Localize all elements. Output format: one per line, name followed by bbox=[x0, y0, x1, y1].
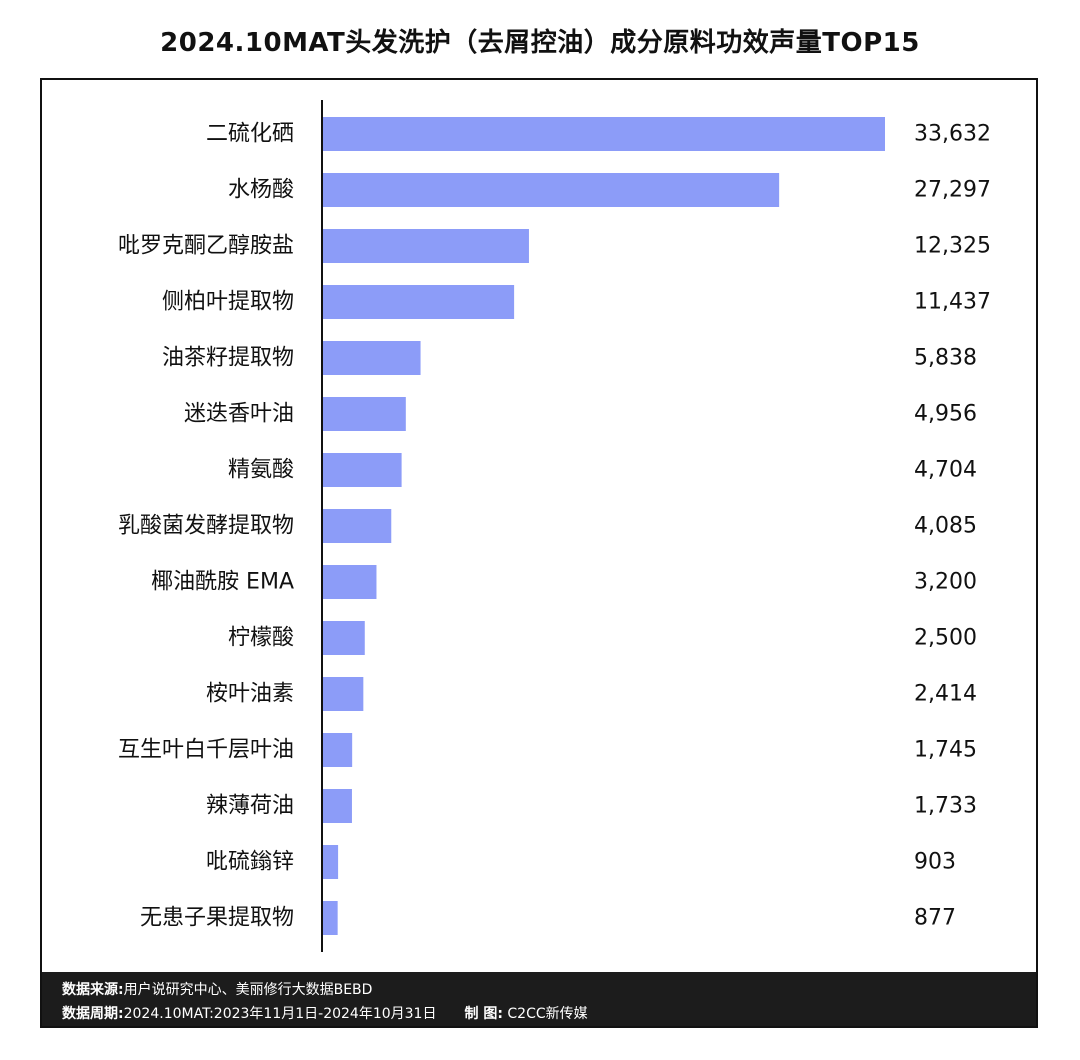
category-label: 迷迭香叶油 bbox=[184, 402, 294, 427]
value-label: 1,745 bbox=[914, 738, 977, 763]
bar bbox=[323, 733, 353, 767]
bar bbox=[323, 173, 780, 207]
bar bbox=[323, 509, 392, 543]
source-label: 数据来源: bbox=[62, 982, 124, 998]
bar bbox=[323, 845, 339, 879]
bar bbox=[323, 117, 885, 151]
category-label: 吡罗克酮乙醇胺盐 bbox=[118, 234, 294, 259]
value-label: 3,200 bbox=[914, 570, 977, 595]
bar bbox=[323, 285, 515, 319]
category-label: 二硫化硒 bbox=[206, 122, 294, 147]
category-label: 柠檬酸 bbox=[228, 626, 294, 651]
category-label: 互生叶白千层叶油 bbox=[118, 738, 294, 763]
category-label: 椰油酰胺 EMA bbox=[151, 570, 294, 595]
value-label: 1,733 bbox=[914, 794, 977, 819]
category-label: 精氨酸 bbox=[228, 458, 294, 483]
chart-frame: 二硫化硒 33,632 水杨酸 27,297 吡罗克酮乙醇胺盐 12,325 侧柏叶提取物 1… bbox=[40, 78, 1038, 1028]
bar bbox=[323, 565, 377, 599]
bar bbox=[323, 621, 365, 655]
bar bbox=[323, 789, 352, 823]
value-label: 877 bbox=[914, 906, 956, 931]
bar bbox=[323, 229, 529, 263]
value-label: 33,632 bbox=[914, 122, 991, 147]
category-label: 油茶籽提取物 bbox=[162, 346, 294, 371]
made-value: C2CC新传媒 bbox=[507, 1006, 588, 1022]
source-row: 数据来源:用户说研究中心、美丽修行大数据BEBD bbox=[62, 978, 1036, 1002]
bar bbox=[323, 341, 421, 375]
value-label: 2,414 bbox=[914, 682, 977, 707]
value-label: 4,085 bbox=[914, 514, 977, 539]
chart-title: 2024.10MAT头发洗护（去屑控油）成分原料功效声量TOP15 bbox=[160, 28, 920, 58]
bar bbox=[323, 901, 338, 935]
period-value: 2024.10MAT:2023年11月1日-2024年10月31日 bbox=[123, 1006, 437, 1022]
category-label: 桉叶油素 bbox=[206, 682, 294, 707]
value-label: 12,325 bbox=[914, 234, 991, 259]
category-label: 乳酸菌发酵提取物 bbox=[118, 514, 294, 539]
period-row: 数据周期:2024.10MAT:2023年11月1日-2024年10月31日 制 … bbox=[62, 1002, 1036, 1026]
value-label: 2,500 bbox=[914, 626, 977, 651]
category-label: 侧柏叶提取物 bbox=[162, 290, 294, 315]
value-label: 5,838 bbox=[914, 346, 977, 371]
bar bbox=[323, 453, 402, 487]
value-label: 903 bbox=[914, 850, 956, 875]
period-label: 数据周期: bbox=[62, 1006, 124, 1022]
value-label: 4,956 bbox=[914, 402, 977, 427]
value-label: 11,437 bbox=[914, 290, 991, 315]
bar bbox=[323, 397, 406, 431]
bar bbox=[323, 677, 364, 711]
bar-chart: 二硫化硒 33,632 水杨酸 27,297 吡罗克酮乙醇胺盐 12,325 侧柏叶提取物 1… bbox=[118, 100, 991, 952]
source-value: 用户说研究中心、美丽修行大数据BEBD bbox=[123, 982, 373, 998]
made-label: 制 图: bbox=[464, 1006, 503, 1022]
chart-footer: 数据来源:用户说研究中心、美丽修行大数据BEBD 数据周期:2024.10MAT… bbox=[42, 972, 1036, 1026]
category-label: 辣薄荷油 bbox=[206, 794, 294, 819]
category-label: 无患子果提取物 bbox=[140, 906, 294, 931]
value-label: 4,704 bbox=[914, 458, 977, 483]
category-label: 水杨酸 bbox=[228, 178, 294, 203]
category-label: 吡硫鎓锌 bbox=[206, 850, 294, 875]
value-label: 27,297 bbox=[914, 178, 991, 203]
